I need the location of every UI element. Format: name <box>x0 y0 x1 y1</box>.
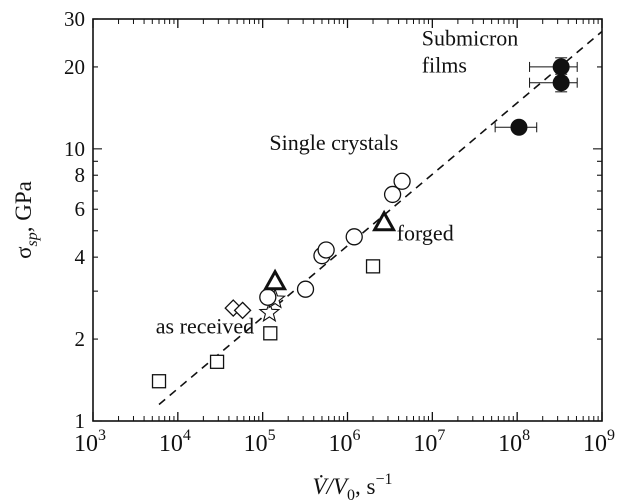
y-tick-label: 10 <box>64 137 85 161</box>
x-axis-label: V̇/V0, s−1 <box>313 471 393 502</box>
y-tick-label: 30 <box>64 7 85 31</box>
x-tick-label: 105 <box>244 427 276 457</box>
annotation-forged: forged <box>397 221 454 246</box>
x-tick-label: 109 <box>583 427 615 457</box>
plot-frame <box>92 18 603 422</box>
data-point-filled-circle <box>510 118 528 136</box>
data-point-diamond <box>233 301 252 320</box>
axis-ticks: 103 104 105 106 107 108 109 1 2 4 6 810 20 30 <box>64 7 615 457</box>
annotation-submicron: Submicron <box>422 25 519 50</box>
data-point-triangle <box>372 209 397 232</box>
annotation-as-received: as received <box>156 313 254 338</box>
fit-line <box>158 30 603 406</box>
x-tick-label: 103 <box>74 427 106 457</box>
data-point-star <box>258 301 281 323</box>
data-point-triangle <box>263 268 288 291</box>
axis-labels: V̇/V0, s−1 σsp, GPa <box>11 181 392 502</box>
data-point-filled-circle <box>552 58 570 76</box>
data-point-square <box>365 259 381 274</box>
y-tick-label: 20 <box>64 55 85 79</box>
y-tick-label: 6 <box>75 197 86 221</box>
data-point-square <box>151 374 167 389</box>
y-tick-label: 1 <box>75 409 86 433</box>
data-point-square <box>209 354 225 369</box>
y-tick-label: 8 <box>75 163 86 187</box>
x-tick-label: 104 <box>159 427 191 457</box>
data-point-circle <box>296 280 315 298</box>
data-point-circle <box>317 241 335 259</box>
data-marks <box>151 57 578 389</box>
fit-line-group <box>158 30 603 406</box>
annotation-single-crystals: Single crystals <box>269 130 398 155</box>
x-tick-label: 108 <box>498 427 530 457</box>
data-point-circle <box>345 228 363 246</box>
data-point-circle <box>383 185 402 204</box>
annotation-submicron: films <box>422 52 467 77</box>
y-axis-label: σsp, GPa <box>11 181 41 259</box>
y-tick-label: 4 <box>75 245 86 269</box>
data-point-circle <box>259 288 277 306</box>
x-tick-label: 106 <box>329 427 361 457</box>
y-tick-label: 2 <box>75 327 86 351</box>
data-point-square <box>263 326 278 341</box>
data-point-circle <box>393 172 411 190</box>
x-tick-label: 107 <box>413 427 445 457</box>
